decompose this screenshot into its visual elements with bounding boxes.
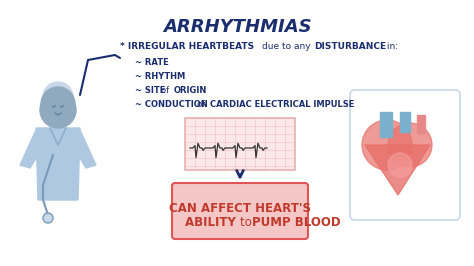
Text: PUMP BLOOD: PUMP BLOOD	[252, 216, 341, 229]
Text: ~ RATE: ~ RATE	[135, 58, 169, 67]
Text: CARDIAC ELECTRICAL IMPULSE: CARDIAC ELECTRICAL IMPULSE	[210, 100, 355, 109]
Bar	[400, 112, 410, 132]
Text: of: of	[161, 86, 172, 95]
Text: ~ SITE: ~ SITE	[135, 86, 168, 95]
Bar	[417, 115, 425, 133]
Circle shape	[43, 213, 53, 223]
Circle shape	[43, 82, 73, 112]
Text: ARRHYTHMIAS: ARRHYTHMIAS	[163, 18, 311, 36]
Text: ~ CONDUCTION: ~ CONDUCTION	[135, 100, 210, 109]
Bar	[380, 112, 392, 137]
Text: to: to	[240, 216, 255, 229]
FancyBboxPatch shape	[185, 118, 295, 170]
Circle shape	[388, 123, 432, 167]
Text: ORIGIN: ORIGIN	[174, 86, 207, 95]
Circle shape	[362, 120, 412, 170]
Polygon shape	[36, 128, 80, 200]
Circle shape	[41, 87, 75, 121]
FancyBboxPatch shape	[172, 183, 308, 239]
Text: due to any: due to any	[262, 42, 313, 51]
Text: CAN AFFECT HEART'S: CAN AFFECT HEART'S	[169, 202, 311, 215]
Polygon shape	[365, 145, 430, 195]
Polygon shape	[20, 130, 44, 168]
Polygon shape	[72, 130, 96, 168]
Text: in:: in:	[384, 42, 398, 51]
Text: ~ RHYTHM: ~ RHYTHM	[135, 72, 185, 81]
Text: * IRREGULAR HEARTBEATS: * IRREGULAR HEARTBEATS	[120, 42, 257, 51]
Text: ABILITY: ABILITY	[185, 216, 240, 229]
Circle shape	[40, 92, 76, 128]
Text: DISTURBANCE: DISTURBANCE	[314, 42, 386, 51]
Circle shape	[388, 153, 412, 177]
Text: of: of	[197, 100, 208, 109]
